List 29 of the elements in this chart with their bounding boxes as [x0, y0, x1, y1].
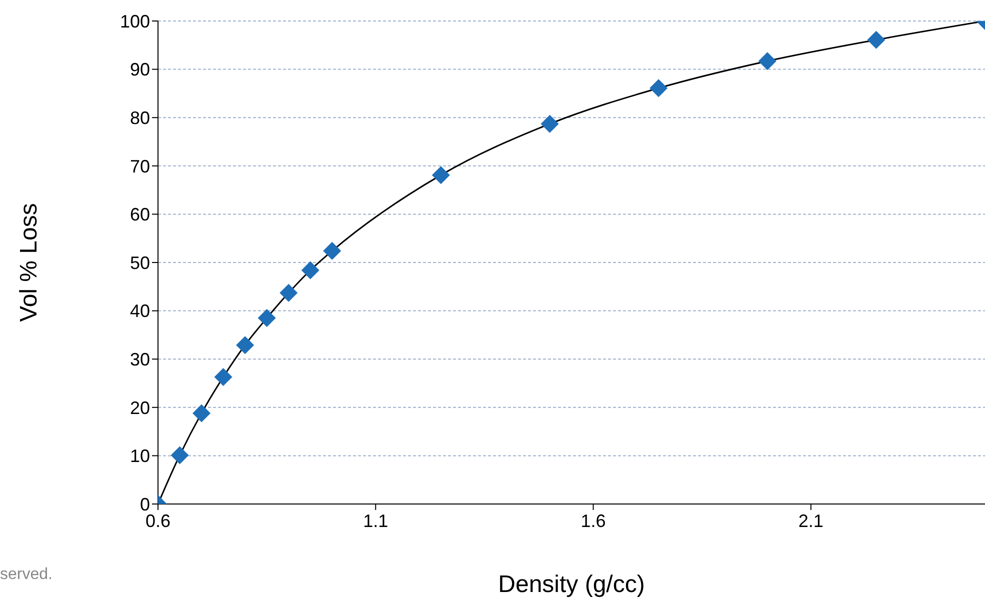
point	[758, 52, 776, 70]
y-tick-label: 40	[130, 301, 150, 322]
point	[540, 114, 559, 133]
y-tick-label: 50	[130, 252, 150, 273]
x-tick-label: 1.6	[580, 510, 606, 531]
y-tick-label: 10	[130, 446, 150, 466]
y-axis-title: Vol % Loss	[16, 203, 43, 322]
y-tick-label: 60	[130, 204, 150, 225]
point	[214, 368, 232, 386]
x-tick-label: 2.1	[798, 510, 824, 531]
y-tick-label: 90	[130, 60, 150, 80]
point	[280, 284, 298, 302]
y-tick-label: 20	[130, 398, 150, 418]
y-tick-label: 100	[120, 11, 150, 32]
point	[432, 166, 450, 184]
x-tick-label: 1.1	[363, 510, 388, 531]
point	[301, 261, 320, 280]
y-tick-label: 30	[130, 349, 150, 370]
point	[867, 30, 886, 49]
point	[258, 309, 276, 328]
point	[323, 242, 342, 260]
point	[650, 79, 668, 98]
point	[236, 336, 254, 354]
point	[192, 404, 211, 422]
text: served.	[0, 566, 52, 584]
y-tick-label: 80	[130, 108, 150, 128]
y-tick-label: 70	[130, 156, 150, 176]
point	[170, 446, 189, 464]
x-axis-title: Density (g/cc)	[498, 571, 645, 598]
